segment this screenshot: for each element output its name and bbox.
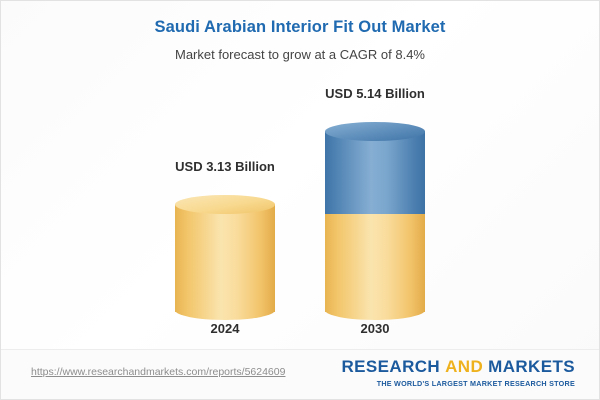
bar-group-2024: USD 3.13 Billion 2024 [169,86,281,336]
brand-name: RESEARCH AND MARKETS [342,357,576,377]
bar-category-label-2030: 2030 [360,321,390,336]
bar-body-growth-2030 [325,131,425,214]
source-url-link[interactable]: https://www.researchandmarkets.com/repor… [31,366,286,378]
brand-word-research: RESEARCH [341,357,441,376]
bar-body-base-2030 [325,204,425,312]
brand-word-and: AND [445,357,484,376]
bar-top-cap-2030 [325,122,425,141]
bar-group-2030: USD 5.14 Billion 2030 [319,86,431,336]
page-title: Saudi Arabian Interior Fit Out Market [154,18,446,36]
chart-plot-area: USD 3.13 Billion 2024 USD 5.14 Billion [1,86,599,336]
bar-2030 [325,122,425,320]
bar-value-label-2024: USD 3.13 Billion [175,159,275,174]
bar-segment-base-2024 [175,195,275,320]
chart-subtitle: Market forecast to grow at a CAGR of 8.4… [175,47,425,62]
bar-top-cap-2024 [175,195,275,214]
chart-header: Saudi Arabian Interior Fit Out Market Ma… [1,17,599,63]
bar-2024 [175,195,275,320]
bar-body-base-2024 [175,204,275,312]
bar-bottom-cap-2030 [325,300,425,320]
bar-category-label-2024: 2024 [210,321,240,336]
brand-word-markets: MARKETS [488,357,575,376]
brand-logo[interactable]: RESEARCH AND MARKETS THE WORLD'S LARGEST M… [342,357,576,388]
bar-value-label-2030: USD 5.14 Billion [325,86,425,101]
bar-bottom-cap-2024 [175,300,275,320]
bar-segment-growth-2030 [325,122,425,214]
chart-footer: https://www.researchandmarkets.com/repor… [1,349,599,399]
brand-tagline: THE WORLD'S LARGEST MARKET RESEARCH STOR… [376,379,575,388]
